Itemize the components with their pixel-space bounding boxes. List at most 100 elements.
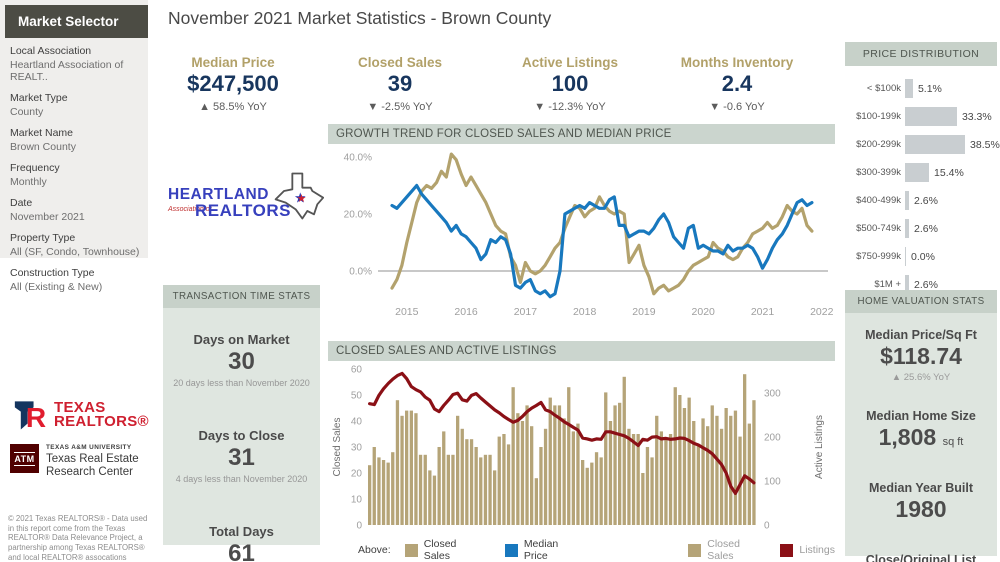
sales-listings-header: CLOSED SALES AND ACTIVE LISTINGS	[328, 341, 835, 361]
price-distribution-row[interactable]: $100-199k 33.3%	[845, 103, 997, 130]
closed-sales-bar	[405, 410, 409, 525]
svg-text:2021: 2021	[751, 306, 775, 318]
page-title: November 2021 Market Statistics - Brown …	[168, 8, 552, 28]
field-value[interactable]: Brown County	[10, 141, 76, 153]
closed-sales-bar	[664, 439, 668, 525]
svg-text:★: ★	[297, 193, 307, 205]
svg-text:60: 60	[351, 365, 363, 376]
field-value[interactable]: Heartland Association of REALT..	[10, 59, 124, 83]
growth-trend-header: GROWTH TREND FOR CLOSED SALES AND MEDIAN…	[328, 124, 835, 144]
closed-sales-bar	[581, 460, 585, 525]
field-label: Construction Type	[10, 267, 95, 279]
price-distribution-row[interactable]: $500-749k 2.6%	[845, 215, 997, 242]
texas-realtors-tr-icon: R	[14, 401, 46, 432]
stat-total-days: Total Days 61 24 days less than November…	[163, 524, 320, 562]
kpi-delta: ▼ -12.3% YoY	[534, 101, 606, 113]
svg-text:40.0%: 40.0%	[344, 153, 372, 164]
heartland-realtors-logo: HEARTLAND Association of REALTORS ★ ★	[168, 172, 324, 236]
price-bin-value: 5.1%	[917, 82, 942, 95]
market-selector-panel	[0, 0, 148, 258]
closed-sales-bar	[724, 408, 728, 525]
field-value[interactable]: All (Existing & New)	[10, 281, 103, 293]
price-distribution-header: PRICE DISTRIBUTION	[845, 42, 997, 66]
kpi-label: Median Price	[191, 55, 275, 70]
closed-sales-bar	[451, 454, 455, 525]
field-value[interactable]: County	[10, 106, 44, 118]
field-value[interactable]: All (SF, Condo, Townhouse)	[10, 246, 140, 258]
closed-sales-bar	[752, 400, 756, 525]
price-distribution-row[interactable]: < $100k 5.1%	[845, 75, 997, 102]
price-distribution-row[interactable]: $1M + 2.6%	[845, 271, 997, 298]
svg-text:2022: 2022	[810, 306, 834, 318]
price-distribution-row[interactable]: $400-499k 2.6%	[845, 187, 997, 214]
closed-sales-bar	[446, 454, 450, 525]
closed-sales-bar	[456, 415, 460, 525]
legend-label: Closed Sales	[423, 538, 457, 562]
closed-sales-bar	[655, 415, 659, 525]
stat-median-year-built: Median Year Built 1980	[845, 481, 997, 523]
stat-label: Days to Close	[198, 428, 285, 443]
tamu-research-center-logo: ATM TEXAS A&M UNIVERSITY Texas Real Esta…	[10, 444, 139, 479]
closed-sales-bar	[747, 423, 751, 525]
right-axis-label: Active Listings	[814, 415, 825, 479]
stat-days-on-market: Days on Market 30 20 days less than Nove…	[163, 332, 320, 388]
svg-text:2018: 2018	[573, 306, 597, 318]
price-bin-label: $400-499k	[856, 195, 901, 206]
closed-sales-bar	[460, 428, 464, 525]
stat-note: 4 days less than November 2020	[175, 474, 308, 484]
stat-note: 20 days less than November 2020	[173, 378, 310, 388]
svg-text:200: 200	[764, 433, 781, 444]
closed-sales-bar	[381, 460, 386, 525]
svg-text:0: 0	[356, 521, 362, 532]
selector-field-property-type: Property Type All (SF, Condo, Townhouse)	[10, 232, 145, 258]
price-distribution-row[interactable]: $750-999k 0.0%	[845, 243, 997, 270]
legend-label: Listings	[799, 544, 835, 556]
kpi-value: 100	[551, 71, 589, 96]
svg-text:20.0%: 20.0%	[344, 210, 372, 221]
svg-text:100: 100	[764, 477, 781, 488]
sales-listings-chart[interactable]: 0 10 20 30 40 50 60 0 100 200 300 Closed Sales Activ…	[328, 361, 835, 533]
closed-sales-bar	[497, 436, 501, 525]
closed-sales-bar	[636, 434, 640, 525]
growth-series-median-price	[390, 183, 814, 299]
selector-field-date: Date November 2021	[10, 197, 145, 223]
closed-sales-bar	[562, 418, 566, 525]
svg-text:2020: 2020	[692, 306, 716, 318]
growth-trend-chart[interactable]: 40.0% 20.0% 0.0% 2015 2016 2017 2018 2019 2020 20…	[328, 144, 835, 329]
kpi-value: 2.4	[721, 71, 753, 96]
closed-sales-bar	[576, 423, 580, 525]
closed-sales-bar	[618, 402, 622, 525]
closed-sales-bar	[391, 452, 395, 525]
closed-sales-bar	[428, 470, 432, 525]
svg-text:0: 0	[764, 521, 770, 532]
stat-value: 1980	[895, 496, 947, 522]
field-value[interactable]: November 2021	[10, 211, 85, 223]
price-distribution-row[interactable]: $300-399k 15.4%	[845, 159, 997, 186]
heartland-association-script: Association of	[168, 206, 212, 213]
closed-sales-bar	[395, 400, 400, 525]
svg-text:30: 30	[351, 443, 363, 454]
legend-label: Closed Sales	[707, 538, 740, 562]
stat-label: Days on Market	[193, 332, 290, 347]
price-distribution-row[interactable]: $200-299k 38.5%	[845, 131, 1000, 158]
svg-text:2016: 2016	[454, 306, 478, 318]
closed-sales-bar	[400, 415, 404, 525]
svg-text:R: R	[26, 402, 46, 432]
closed-sales-bar	[539, 447, 543, 525]
closed-sales-bar	[368, 465, 372, 525]
transaction-stats-header: TRANSACTION TIME STATS	[163, 285, 320, 308]
texas-star-icon: ★	[294, 191, 307, 207]
texas-realtors-text1: TEXAS	[54, 399, 106, 416]
price-bin-value: 2.6%	[914, 222, 938, 235]
stat-label: Close/Original List	[865, 553, 977, 562]
field-value[interactable]: Monthly	[10, 176, 47, 188]
kpi-median-price: Median Price $247,500 ▲ 58.5% YoY	[153, 55, 313, 113]
closed-sales-bar	[710, 405, 714, 525]
left-axis-label: Closed Sales	[332, 418, 343, 477]
closed-sales-bar	[543, 428, 548, 525]
closed-sales-bar	[733, 410, 738, 525]
svg-text:20: 20	[351, 469, 363, 480]
closed-sales-bar	[567, 387, 571, 525]
kpi-closed-sales: Closed Sales 39 ▼ -2.5% YoY	[320, 55, 480, 113]
svg-text:40: 40	[351, 417, 363, 428]
